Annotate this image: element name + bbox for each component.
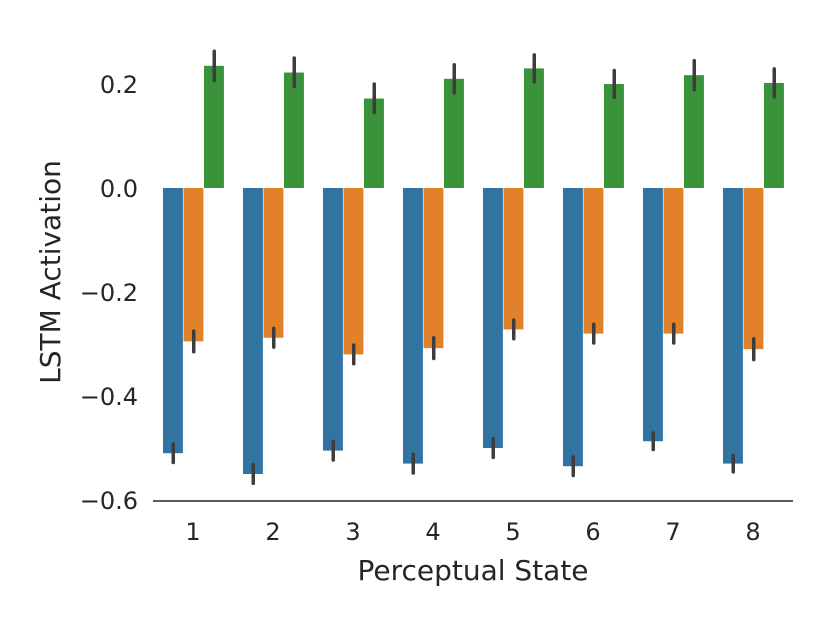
x-tick-label: 2	[265, 518, 280, 546]
bar-series-2-state-3	[343, 188, 364, 355]
bar-series-2-state-5	[503, 188, 524, 330]
bar-series-2-state-7	[663, 188, 684, 334]
y-axis-label: LSTM Activation	[34, 160, 67, 384]
bar-series-3-state-3	[364, 98, 384, 188]
error-bars-group	[171, 49, 776, 486]
x-tick-label: 4	[425, 518, 440, 546]
x-tick-label: 1	[185, 518, 200, 546]
bar-series-1-state-7	[643, 188, 663, 442]
bars-group	[163, 65, 784, 474]
bar-series-2-state-4	[423, 188, 444, 349]
bar-series-3-state-4	[444, 78, 464, 188]
x-tick-label: 5	[505, 518, 520, 546]
x-tick-label: 8	[745, 518, 760, 546]
bar-series-3-state-2	[284, 72, 304, 188]
bar-series-2-state-1	[183, 188, 204, 342]
x-tick-label: 3	[345, 518, 360, 546]
bar-series-3-state-6	[604, 84, 624, 188]
x-tick-label: 6	[585, 518, 600, 546]
bar-series-1-state-4	[403, 188, 423, 464]
y-tick-label: −0.6	[80, 487, 138, 515]
bar-series-3-state-7	[684, 75, 704, 188]
y-tick-labels: 0.2 0.0 −0.2 −0.4 −0.6	[80, 71, 138, 515]
bar-series-2-state-6	[583, 188, 604, 334]
bar-series-3-state-8	[764, 82, 784, 188]
bar-series-3-state-5	[524, 68, 544, 188]
y-tick-label: −0.4	[80, 383, 138, 411]
bar-series-1-state-1	[163, 188, 183, 454]
bar-series-1-state-2	[243, 188, 263, 474]
bar-series-3-state-1	[204, 65, 224, 188]
bar-series-2-state-8	[743, 188, 764, 350]
bar-series-1-state-3	[323, 188, 343, 451]
bar-series-1-state-6	[563, 188, 583, 467]
y-tick-label: 0.0	[100, 175, 138, 203]
bar-series-2-state-2	[263, 188, 284, 338]
x-tick-label: 7	[665, 518, 680, 546]
y-tick-label: −0.2	[80, 279, 138, 307]
x-tick-labels: 1 2 3 4 5 6 7 8	[185, 518, 760, 546]
bar-series-1-state-8	[723, 188, 743, 464]
y-tick-label: 0.2	[100, 71, 138, 99]
x-axis-label: Perceptual State	[357, 554, 588, 587]
bar-series-1-state-5	[483, 188, 503, 448]
